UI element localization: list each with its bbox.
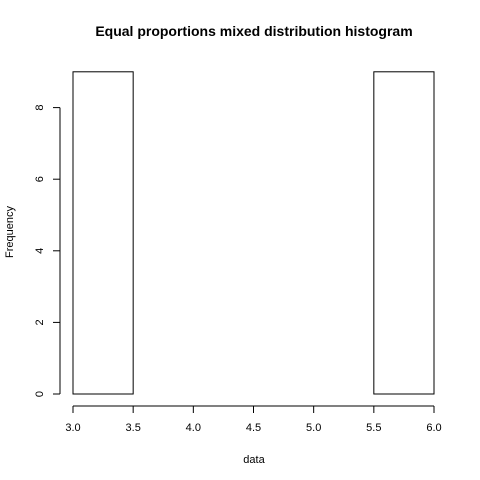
y-tick-label: 6 bbox=[34, 176, 46, 182]
y-tick-label: 4 bbox=[34, 248, 46, 254]
x-tick-label: 3.5 bbox=[126, 422, 141, 434]
y-tick-label: 8 bbox=[34, 105, 46, 111]
y-tick-label: 0 bbox=[34, 391, 46, 397]
x-tick-label: 4.0 bbox=[186, 422, 201, 434]
y-axis: 0 2 4 6 8 bbox=[34, 105, 61, 397]
y-tick-label: 2 bbox=[34, 319, 46, 325]
x-tick-label: 6.0 bbox=[426, 422, 441, 434]
y-axis-label: Frequency bbox=[4, 206, 16, 258]
histogram-bar-5 bbox=[373, 71, 435, 395]
bars-layer bbox=[72, 71, 435, 395]
x-axis-label: data bbox=[243, 454, 265, 466]
x-axis: 3.0 3.5 4.0 4.5 5.0 5.5 6.0 bbox=[65, 405, 442, 434]
x-tick-label: 5.5 bbox=[366, 422, 381, 434]
chart-title: Equal proportions mixed distribution his… bbox=[95, 23, 412, 39]
x-tick-label: 4.5 bbox=[246, 422, 261, 434]
histogram-bar-0 bbox=[72, 71, 134, 395]
x-tick-label: 5.0 bbox=[306, 422, 321, 434]
x-tick-label: 3.0 bbox=[65, 422, 80, 434]
